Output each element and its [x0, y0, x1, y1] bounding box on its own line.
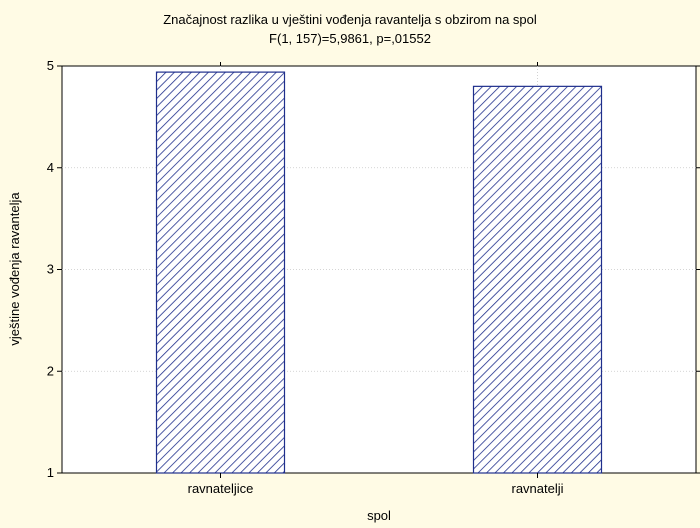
- x-tick-label: ravnatelji: [511, 481, 563, 496]
- y-axis-ticks: 1 2 3 4 5: [47, 58, 700, 480]
- chart-title: Značajnost razlika u vještini vođenja ra…: [163, 12, 537, 27]
- chart-subtitle: F(1, 157)=5,9861, p=,01552: [269, 31, 431, 46]
- y-tick-label: 1: [47, 465, 54, 480]
- y-tick-label: 3: [47, 262, 54, 277]
- bar-ravnateljice: [155, 71, 286, 474]
- y-tick-label: 5: [47, 58, 54, 73]
- bar-ravnatelji: [472, 85, 603, 474]
- x-tick-label: ravnateljice: [188, 481, 254, 496]
- y-tick-label: 4: [47, 160, 54, 175]
- y-axis-label: vještine vođenja ravantelja: [7, 192, 22, 346]
- x-axis-ticks: ravnateljice ravnatelji: [188, 62, 564, 496]
- y-tick-label: 2: [47, 363, 54, 378]
- x-axis-label: spol: [367, 508, 391, 523]
